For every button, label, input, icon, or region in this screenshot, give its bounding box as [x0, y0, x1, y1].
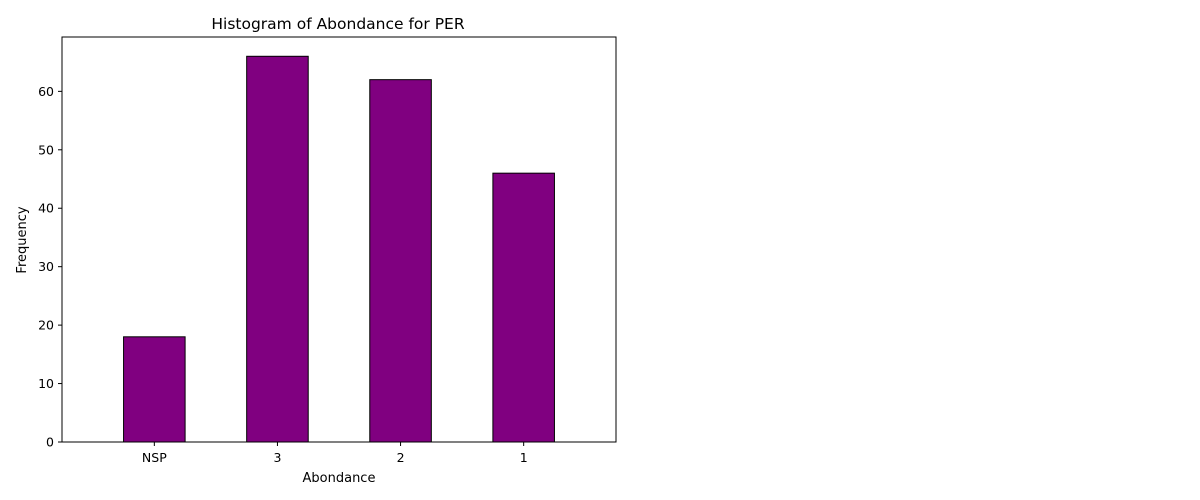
x-tick-label: 2	[397, 450, 405, 465]
bar-nsp	[123, 336, 186, 443]
y-tick-label: 40	[38, 201, 54, 216]
x-tick-label: 1	[520, 450, 528, 465]
y-axis-label: Frequency	[15, 206, 30, 273]
plot-frame	[61, 36, 617, 443]
x-tick-label: NSP	[142, 450, 167, 465]
x-axis: NSP 3 2 1	[142, 442, 528, 465]
bar-2	[369, 79, 432, 443]
x-axis-label: Abondance	[303, 471, 376, 486]
y-tick-label: 30	[38, 259, 54, 274]
y-tick-label: 10	[38, 376, 54, 391]
y-tick-label: 50	[38, 142, 54, 157]
bar-1	[492, 172, 555, 443]
y-tick-label: 60	[38, 84, 54, 99]
y-tick-label: 20	[38, 318, 54, 333]
bar-3	[246, 55, 309, 443]
y-tick-label: 0	[46, 435, 54, 450]
chart-title: Histogram of Abondance for PER	[211, 15, 464, 33]
bars-group	[123, 55, 555, 443]
y-axis: 0 10 20 30 40 50 60	[38, 84, 62, 450]
x-tick-label: 3	[273, 450, 281, 465]
